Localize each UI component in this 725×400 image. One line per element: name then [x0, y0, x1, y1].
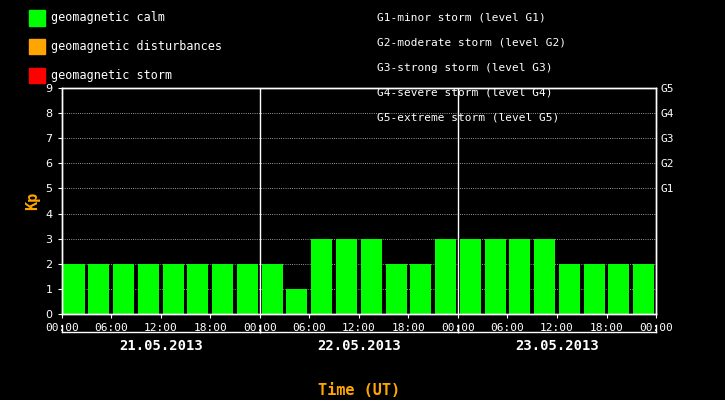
Bar [484, 239, 505, 314]
Bar [608, 264, 629, 314]
Bar [559, 264, 580, 314]
Bar [336, 239, 357, 314]
Text: 21.05.2013: 21.05.2013 [119, 339, 202, 353]
Text: geomagnetic disturbances: geomagnetic disturbances [51, 40, 222, 53]
Bar [584, 264, 605, 314]
Text: G4-severe storm (level G4): G4-severe storm (level G4) [377, 88, 552, 98]
Bar [361, 239, 382, 314]
Text: G1-minor storm (level G1): G1-minor storm (level G1) [377, 13, 546, 23]
Bar [113, 264, 134, 314]
Bar [311, 239, 332, 314]
Text: Time (UT): Time (UT) [318, 383, 400, 398]
Bar [64, 264, 85, 314]
Y-axis label: Kp: Kp [25, 192, 40, 210]
Text: 22.05.2013: 22.05.2013 [317, 339, 401, 353]
Bar [162, 264, 183, 314]
Text: geomagnetic calm: geomagnetic calm [51, 12, 165, 24]
Bar [510, 239, 531, 314]
Text: G5-extreme storm (level G5): G5-extreme storm (level G5) [377, 112, 559, 122]
Bar [138, 264, 159, 314]
Text: geomagnetic storm: geomagnetic storm [51, 69, 172, 82]
Text: 23.05.2013: 23.05.2013 [515, 339, 599, 353]
Bar [237, 264, 258, 314]
Bar [262, 264, 283, 314]
Bar [187, 264, 208, 314]
Bar [212, 264, 233, 314]
Text: G3-strong storm (level G3): G3-strong storm (level G3) [377, 63, 552, 73]
Bar [633, 264, 654, 314]
Bar [88, 264, 109, 314]
Bar [534, 239, 555, 314]
Bar [435, 239, 456, 314]
Bar [410, 264, 431, 314]
Bar [386, 264, 407, 314]
Bar [460, 239, 481, 314]
Bar [286, 289, 307, 314]
Text: G2-moderate storm (level G2): G2-moderate storm (level G2) [377, 38, 566, 48]
